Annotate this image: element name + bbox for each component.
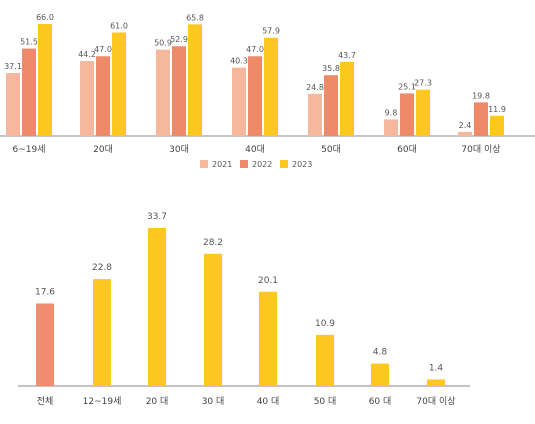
value-label-2023-0: 66.0 <box>36 13 54 22</box>
bottom-value-label-3: 28.2 <box>203 238 223 248</box>
bar-2021-6 <box>458 132 472 136</box>
value-label-2021-0: 37.1 <box>4 62 22 71</box>
bottom-bar-5 <box>316 335 334 386</box>
bottom-category-label-6: 60 대 <box>369 396 392 407</box>
top-category-label-0: 6~19세 <box>13 144 46 155</box>
value-label-2021-3: 40.3 <box>230 57 248 66</box>
bottom-category-label-7: 70대 이상 <box>416 396 455 407</box>
value-label-2022-2: 52.9 <box>170 35 188 44</box>
legend-label-2021: 2021 <box>212 160 232 169</box>
bottom-category-label-2: 20 대 <box>146 396 169 407</box>
value-label-2022-6: 19.8 <box>472 91 490 100</box>
value-label-2022-0: 51.5 <box>20 38 38 47</box>
value-label-2022-1: 47.0 <box>94 45 112 54</box>
value-label-2022-4: 35.8 <box>322 64 340 73</box>
top-category-label-3: 40대 <box>245 144 265 155</box>
legend-swatch-2023 <box>280 160 288 168</box>
top-category-label-1: 20대 <box>93 144 113 155</box>
value-label-2021-5: 9.8 <box>385 108 398 117</box>
value-label-2023-3: 57.9 <box>262 27 280 36</box>
bar-2022-4 <box>324 75 338 136</box>
bar-2021-3 <box>232 68 246 136</box>
bottom-chart: 17.6 전체 22.8 12~19세 33.7 20 대 28.2 30 대 20.1 40 대… <box>18 212 470 407</box>
bar-2023-1 <box>112 32 126 136</box>
top-chart: 37.151.566.06~19세44.247.061.020대50.952.9… <box>0 13 535 155</box>
bottom-value-label-5: 10.9 <box>315 319 335 329</box>
bar-2023-4 <box>340 62 354 136</box>
top-category-label-4: 50대 <box>321 144 341 155</box>
bar-2023-0 <box>38 24 52 136</box>
bottom-bar-1 <box>93 279 111 386</box>
bottom-bar-7 <box>427 379 445 386</box>
value-label-2023-2: 65.8 <box>186 13 204 22</box>
value-label-2023-1: 61.0 <box>110 21 128 30</box>
bottom-value-label-6: 4.8 <box>373 347 388 357</box>
top-category-label-2: 30대 <box>169 144 189 155</box>
bar-2023-5 <box>416 90 430 136</box>
bottom-bar-4 <box>259 292 277 386</box>
bottom-category-label-5: 50 대 <box>314 396 337 407</box>
bar-2021-0 <box>6 73 20 136</box>
top-chart-legend: 2021 2022 2023 <box>200 160 312 169</box>
value-label-2021-6: 2.4 <box>459 121 472 130</box>
bar-2023-6 <box>490 116 504 136</box>
bottom-value-label-1: 22.8 <box>92 263 112 273</box>
bottom-bar-0 <box>36 303 54 386</box>
value-label-2023-4: 43.7 <box>338 51 356 60</box>
bar-2021-1 <box>80 61 94 136</box>
bar-2023-3 <box>264 38 278 136</box>
legend-label-2023: 2023 <box>292 160 312 169</box>
bar-2022-3 <box>248 56 262 136</box>
top-category-label-6: 70대 이상 <box>461 144 500 155</box>
bottom-bar-2 <box>148 228 166 386</box>
bottom-category-label-1: 12~19세 <box>83 396 122 407</box>
bottom-value-label-7: 1.4 <box>429 363 444 373</box>
bar-2022-5 <box>400 93 414 136</box>
legend-swatch-2021 <box>200 160 208 168</box>
bottom-bar-3 <box>204 254 222 386</box>
bottom-bar-6 <box>371 363 389 386</box>
bottom-value-label-4: 20.1 <box>258 276 278 286</box>
bar-2022-0 <box>22 49 36 136</box>
bar-2022-6 <box>474 102 488 136</box>
top-category-label-5: 60대 <box>397 144 417 155</box>
value-label-2021-4: 24.8 <box>306 83 324 92</box>
bottom-category-label-4: 40 대 <box>257 396 280 407</box>
bar-2022-1 <box>96 56 110 136</box>
bottom-category-label-0: 전체 <box>37 396 54 407</box>
bar-2022-2 <box>172 46 186 136</box>
bar-2021-2 <box>156 50 170 136</box>
bottom-value-label-0: 17.6 <box>35 287 55 297</box>
legend-swatch-2022 <box>240 160 248 168</box>
bottom-value-label-2: 33.7 <box>147 212 167 222</box>
value-label-2022-3: 47.0 <box>246 45 264 54</box>
legend-label-2022: 2022 <box>252 160 272 169</box>
bar-2021-5 <box>384 119 398 136</box>
bottom-category-label-3: 30 대 <box>202 396 225 407</box>
value-label-2023-6: 11.9 <box>488 105 506 114</box>
value-label-2023-5: 27.3 <box>414 79 432 88</box>
bar-2021-4 <box>308 94 322 136</box>
bar-2023-2 <box>188 24 202 136</box>
